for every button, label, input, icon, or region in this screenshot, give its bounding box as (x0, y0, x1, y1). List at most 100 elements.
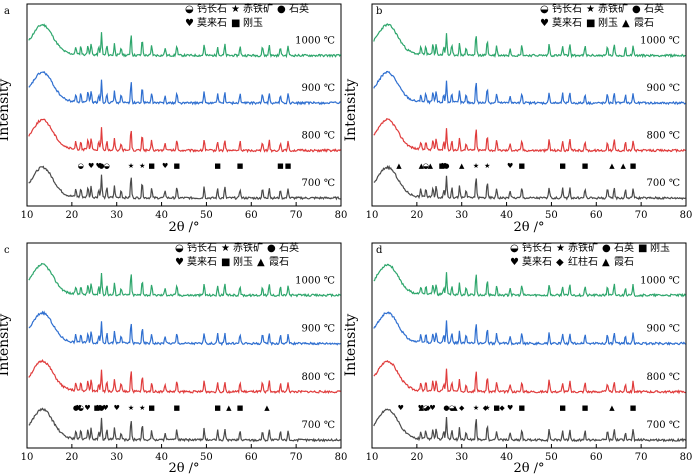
x-tick-label: 30 (110, 210, 123, 221)
peak-marker-heart: ♥ (398, 404, 404, 412)
x-tick-label: 30 (110, 452, 123, 463)
peak-marker-star: ★ (484, 404, 490, 412)
peak-marker-triangle: ▲ (419, 162, 425, 170)
legend-label: 钙长石 (552, 2, 582, 15)
panel-b-label: b (376, 6, 382, 17)
legend-label: 钙长石 (522, 241, 552, 254)
peak-marker-triangle: ▲ (428, 162, 434, 170)
x-tick-label: 10 (366, 210, 379, 221)
series-label: 700 ℃ (302, 420, 335, 431)
peak-marker-star: ★ (128, 404, 134, 412)
peak-marker-square: ■ (148, 162, 155, 170)
peak-marker-half-circle: ◒ (78, 162, 84, 170)
x-tick-label: 60 (590, 210, 603, 221)
series-line-1000 (28, 23, 342, 59)
series-label: 900 ℃ (647, 324, 680, 335)
peak-marker-diamond: ◆ (425, 404, 431, 412)
peak-marker-heart: ♥ (507, 162, 513, 170)
panel-a-x-ticks: 10 20 30 40 50 60 70 80 (21, 202, 347, 221)
panel-b-x-ticks: 10 20 30 40 50 60 70 80 (366, 202, 692, 221)
series-line-800 (28, 118, 341, 154)
legend-label: 霞石 (269, 256, 289, 268)
series-label: 700 ℃ (647, 178, 680, 189)
peak-marker-heart: ♥ (429, 404, 435, 412)
panel-c-xlabel: 2θ /° (168, 461, 199, 476)
legend-marker: ★ (586, 4, 595, 15)
peak-marker-heart: ♥ (441, 162, 447, 170)
peak-marker-star: ★ (473, 404, 479, 412)
peak-marker-square: ■ (493, 404, 500, 412)
legend-marker: ♥ (540, 18, 549, 29)
panel-d-x-ticks: 10 20 30 40 50 60 70 80 (366, 444, 692, 463)
panel-a-ylabel: Intensity (0, 79, 12, 142)
legend-marker: ● (602, 243, 611, 254)
legend-label: 莫来石 (187, 256, 217, 268)
x-tick-label: 40 (155, 452, 168, 463)
peak-marker-circle: ● (98, 162, 104, 170)
peak-marker-heart: ♥ (507, 404, 513, 412)
peak-marker-square: ■ (237, 162, 244, 170)
series-line-700 (373, 408, 687, 443)
series-line-1000 (373, 23, 686, 59)
x-tick-label: 70 (290, 210, 303, 221)
peak-marker-diamond: ◆ (459, 404, 465, 412)
peak-marker-circle: ● (98, 404, 104, 412)
peak-marker-heart: ♥ (162, 162, 168, 170)
peak-marker-square: ■ (237, 404, 244, 412)
series-label: 1000 ℃ (640, 275, 680, 286)
legend-label: 钙长石 (187, 241, 217, 254)
x-tick-label: 60 (245, 452, 258, 463)
panel-d-label: d (376, 245, 383, 256)
peak-marker-circle: ● (73, 404, 79, 412)
peak-marker-star: ★ (128, 162, 134, 170)
peak-marker-triangle: ▲ (609, 162, 615, 170)
series-label: 700 ℃ (302, 178, 335, 189)
peak-marker-heart: ♥ (96, 162, 102, 170)
peak-marker-triangle: ▲ (396, 162, 402, 170)
series-line-700 (28, 407, 341, 443)
panel-b-legend: ◒ 钙长石 ★ 赤铁矿 ● 石英 ♥ 莫来石 ■ 刚玉 ▲ 霞石 (540, 2, 664, 29)
legend-marker: ♥ (510, 257, 519, 268)
peak-marker-square: ■ (214, 162, 221, 170)
peak-marker-triangle: ▲ (609, 404, 615, 412)
x-tick-label: 80 (335, 452, 348, 463)
peak-marker-half-circle: ◒ (449, 404, 455, 412)
x-tick-label: 10 (21, 210, 34, 221)
x-tick-label: 20 (65, 452, 78, 463)
x-tick-label: 20 (410, 210, 423, 221)
peak-marker-half-circle: ◒ (78, 404, 84, 412)
peak-marker-circle: ● (443, 162, 449, 170)
x-tick-label: 10 (366, 452, 379, 463)
panel-a-label: a (4, 6, 10, 17)
legend-label: 刚玉 (243, 17, 263, 29)
peak-marker-triangle: ▲ (452, 404, 458, 412)
legend-marker: ▲ (602, 257, 610, 268)
peak-marker-star: ★ (473, 162, 479, 170)
legend-label: 刚玉 (598, 17, 618, 29)
series-label: 900 ℃ (302, 83, 335, 94)
legend-label: 红柱石 (568, 255, 598, 268)
series-line-900 (28, 310, 341, 347)
peak-marker-star: ★ (139, 162, 145, 170)
panel-d-legend: ◒ 钙长石 ★ 赤铁矿 ● 石英 ■ 刚玉 ♥ 莫来石 ◆ 红柱石 ▲ 霞石 (510, 241, 670, 268)
legend-label: 刚玉 (233, 256, 253, 268)
legend-label: 莫来石 (522, 256, 552, 268)
x-tick-label: 30 (455, 452, 468, 463)
legend-marker: ◒ (540, 4, 549, 15)
panel-a-legend: ◒ 钙长石 ★ 赤铁矿 ● 石英 ♥ 莫来石 ■ 刚玉 (185, 2, 309, 29)
panel-d-xlabel: 2θ /° (513, 461, 544, 476)
series-label: 900 ℃ (647, 83, 680, 94)
legend-marker: ★ (221, 243, 230, 254)
series-line-1000 (373, 263, 687, 298)
panel-b-ylabel: Intensity (343, 79, 359, 142)
x-tick-label: 50 (200, 452, 213, 463)
legend-marker: ♥ (175, 257, 184, 268)
peak-marker-triangle: ▲ (226, 404, 232, 412)
peak-marker-triangle: ▲ (621, 162, 627, 170)
peak-marker-heart: ♥ (96, 404, 102, 412)
legend-marker: ■ (221, 257, 230, 268)
